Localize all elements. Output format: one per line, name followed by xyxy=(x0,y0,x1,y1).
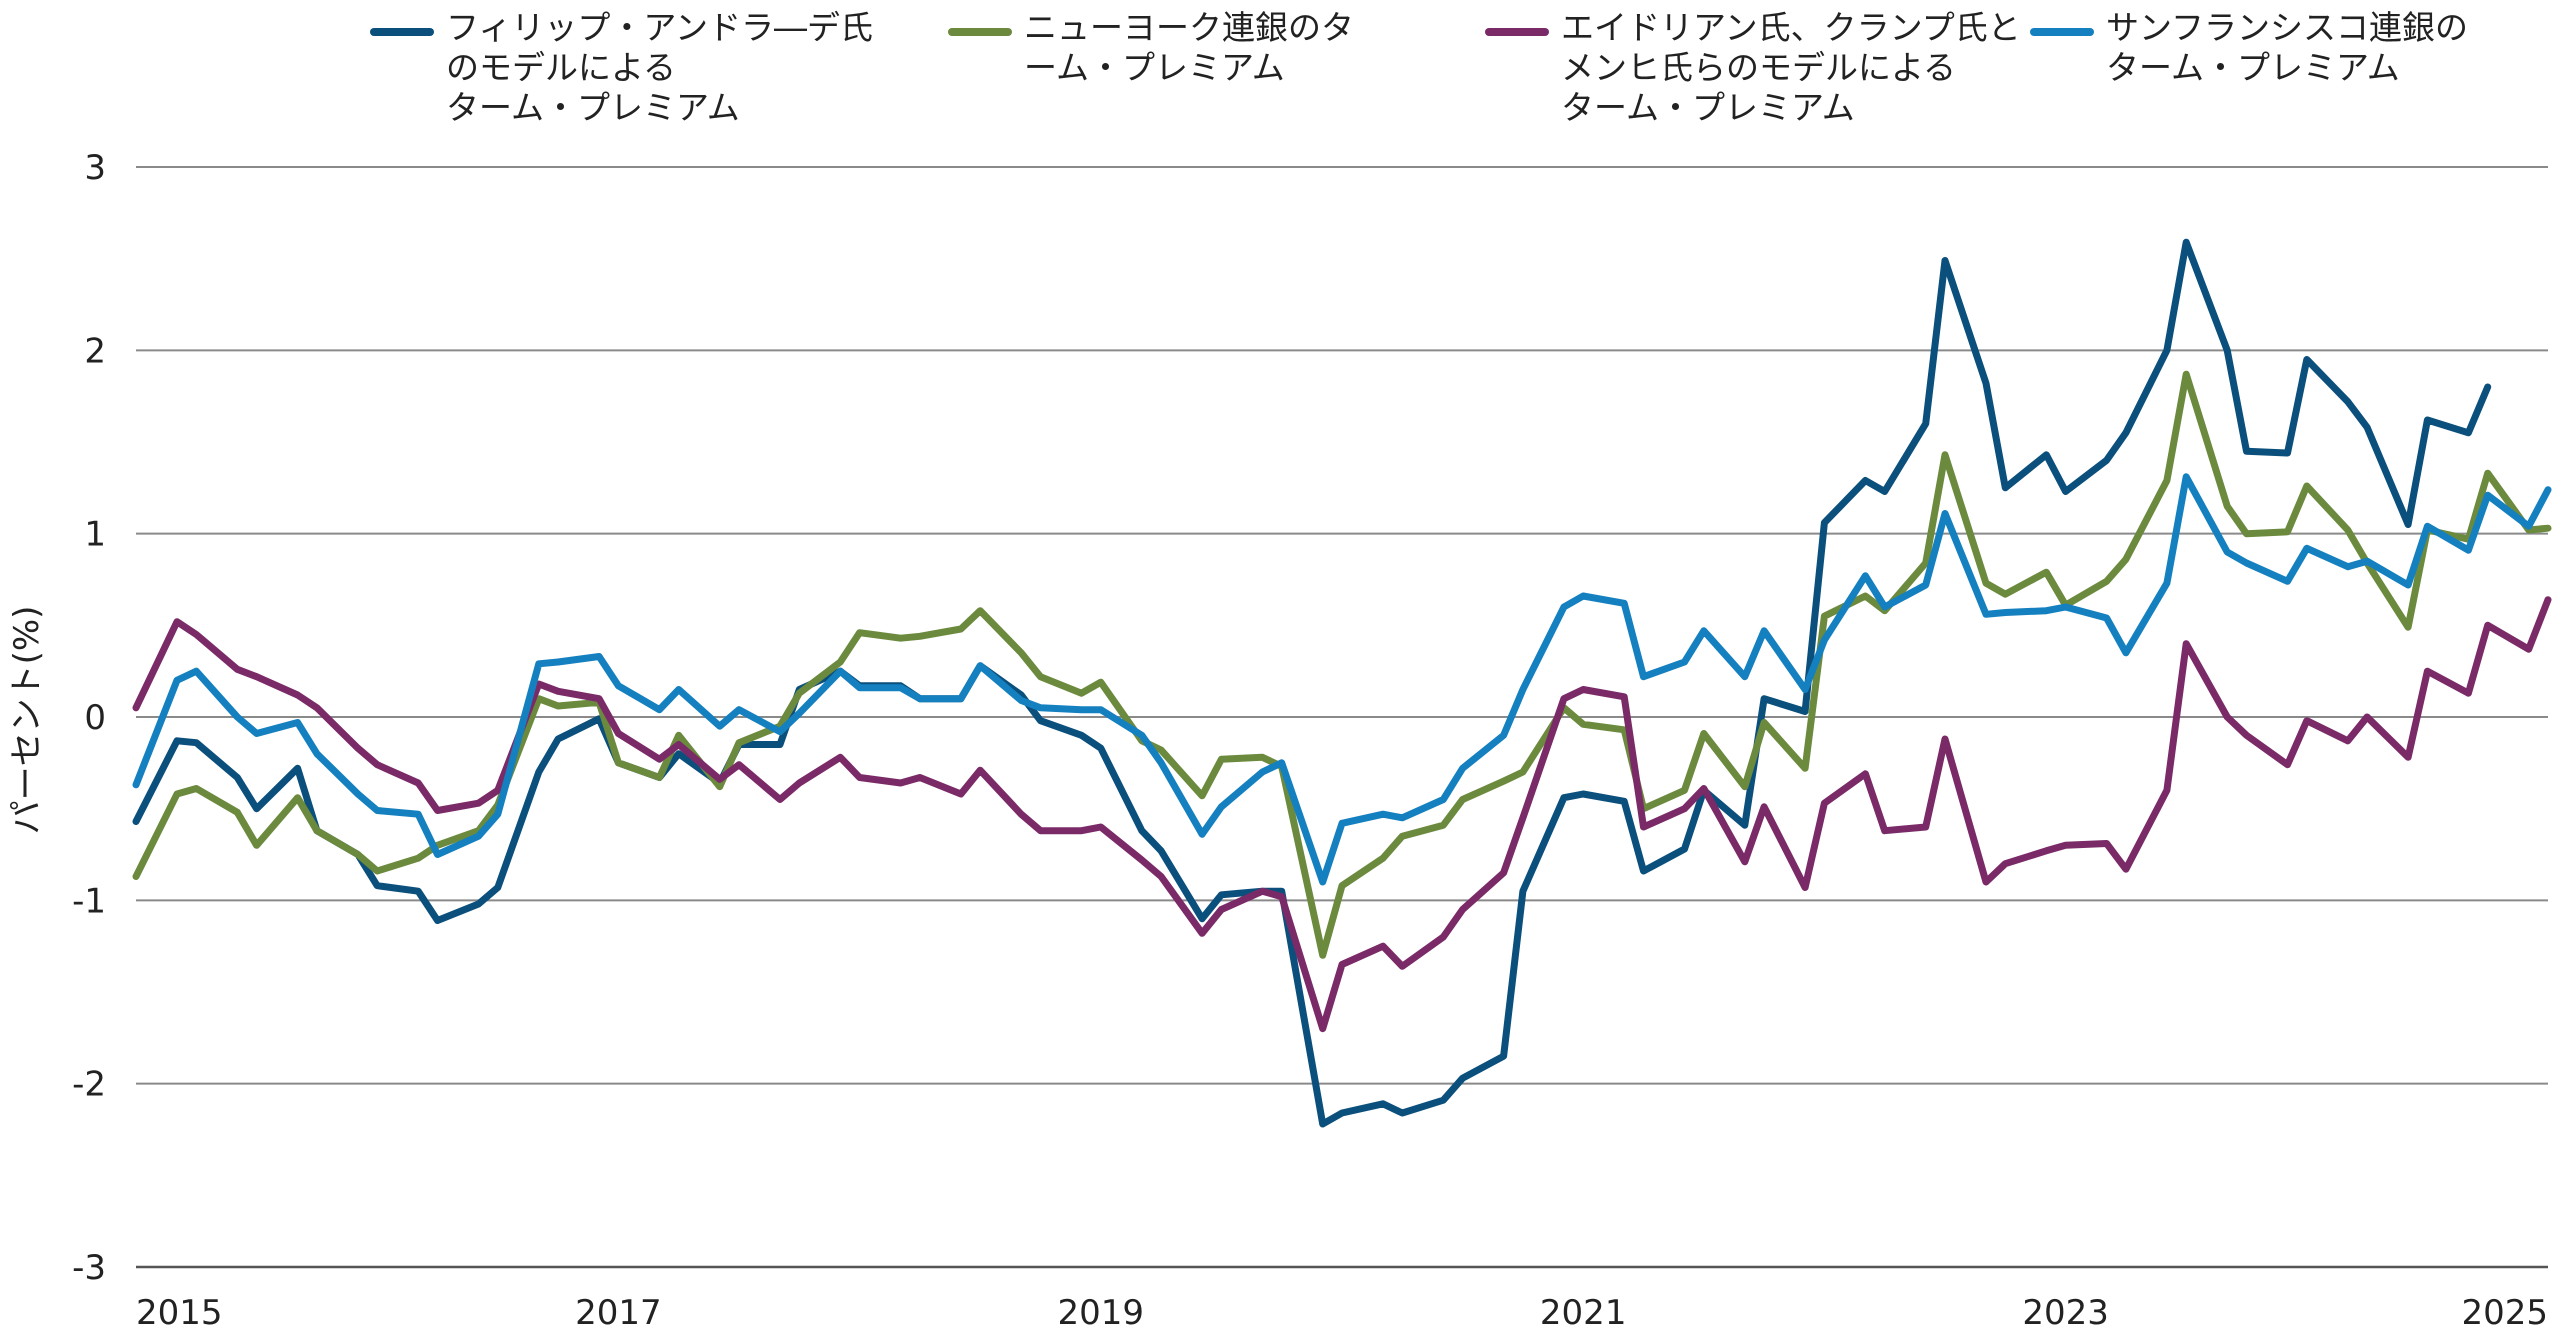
y-tick-label: 3 xyxy=(84,148,106,188)
series-line-1 xyxy=(132,370,2552,959)
y-tick-label: -1 xyxy=(72,881,106,921)
series-lines xyxy=(132,238,2552,1128)
legend-label-sffed: サンフランシスコ連銀の ターム・プレミアム xyxy=(2106,8,2469,87)
y-tick-label: 2 xyxy=(84,331,106,371)
y-tick-label: -2 xyxy=(72,1065,106,1105)
legend-item-sffed: サンフランシスコ連銀の ターム・プレミアム xyxy=(2030,8,2468,88)
legend-item-nyfed: ニューヨーク連銀のタ ーム・プレミアム xyxy=(948,8,1354,88)
x-tick-label: 2019 xyxy=(1058,1293,1145,1333)
legend-item-acm: エイドリアン氏、クランプ氏と メンヒ氏らのモデルによる ターム・プレミアム xyxy=(1485,8,2021,128)
x-tick-label: 2021 xyxy=(1540,1293,1627,1333)
y-tick-label: 0 xyxy=(84,698,106,738)
x-tick-label: 2025 xyxy=(2461,1293,2548,1333)
legend-item-andrade: フィリップ・アンドラ―デ氏 のモデルによる ターム・プレミアム xyxy=(370,8,873,128)
x-tick-label: 2015 xyxy=(136,1293,223,1333)
y-tick-label: -3 xyxy=(72,1248,106,1288)
legend-label-andrade: フィリップ・アンドラ―デ氏 のモデルによる ターム・プレミアム xyxy=(446,8,874,127)
legend-swatch-andrade xyxy=(370,28,434,36)
legend-swatch-acm xyxy=(1485,28,1549,36)
y-tick-label: 1 xyxy=(84,515,106,555)
legend: フィリップ・アンドラ―デ氏 のモデルによる ターム・プレミアム ニューヨーク連銀… xyxy=(370,8,2550,148)
x-axis-ticks: 2015 2017 2019 2021 2023 2025 xyxy=(136,1293,2548,1333)
gridlines xyxy=(136,166,2548,1269)
series-line-3 xyxy=(132,473,2552,886)
x-tick-label: 2023 xyxy=(2022,1293,2109,1333)
legend-label-nyfed: ニューヨーク連銀のタ ーム・プレミアム xyxy=(1024,8,1354,87)
x-tick-label: 2017 xyxy=(575,1293,662,1333)
legend-swatch-sffed xyxy=(2030,28,2094,36)
series-line-2 xyxy=(132,596,2552,1033)
y-axis-ticks: 3 2 1 0 -1 -2 -3 xyxy=(72,148,106,1288)
y-axis-label: パーセント(%) xyxy=(7,606,47,835)
legend-label-acm: エイドリアン氏、クランプ氏と メンヒ氏らのモデルによる ターム・プレミアム xyxy=(1561,8,2021,127)
legend-swatch-nyfed xyxy=(948,28,1012,36)
series-line-0 xyxy=(132,238,2492,1128)
